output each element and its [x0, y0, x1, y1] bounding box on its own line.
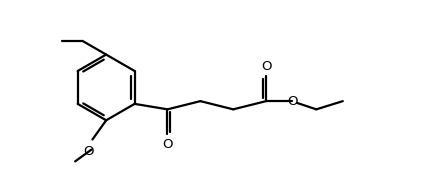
- Text: O: O: [287, 95, 297, 108]
- Text: O: O: [162, 138, 173, 151]
- Text: O: O: [83, 145, 94, 158]
- Text: O: O: [261, 60, 271, 73]
